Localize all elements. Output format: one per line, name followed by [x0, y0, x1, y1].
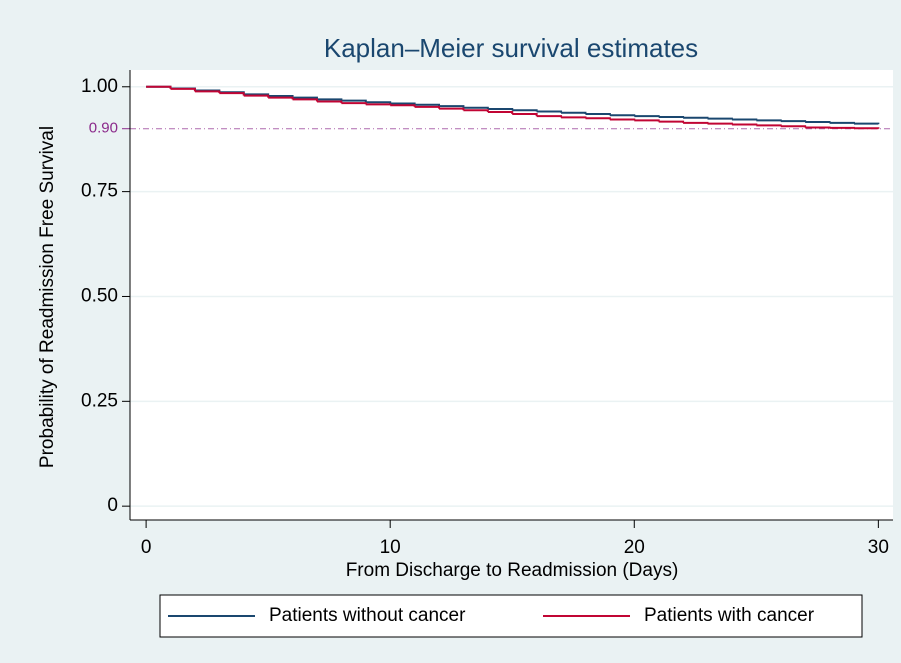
reference-label: 0.90	[89, 120, 118, 137]
x-tick-label: 0	[141, 537, 152, 558]
survival-step	[780, 120, 807, 123]
survival-step	[365, 103, 392, 106]
survival-step	[707, 117, 733, 120]
survival-step	[365, 101, 392, 104]
x-tick-label: 10	[380, 537, 401, 558]
x-axis-title: From Discharge to Readmission (Days)	[346, 560, 679, 581]
survival-step	[731, 123, 758, 126]
y-axis-title: Probability of Readmission Free Survival	[37, 126, 58, 468]
survival-step	[341, 99, 367, 103]
survival-step	[707, 122, 733, 125]
survival-step	[658, 115, 685, 118]
y-tick-label: 1.00	[81, 76, 118, 97]
survival-step	[829, 121, 855, 124]
survival-step	[756, 119, 782, 122]
y-tick-label: 0.50	[81, 285, 118, 306]
legend-label: Patients with cancer	[644, 605, 815, 626]
y-tick-label: 0.75	[81, 181, 118, 202]
x-tick-label: 30	[868, 537, 889, 558]
plot-area	[130, 70, 893, 520]
survival-step	[634, 115, 660, 118]
survival-step	[463, 109, 489, 112]
y-tick-label: 0	[107, 495, 118, 516]
survival-step	[683, 116, 709, 119]
survival-step	[731, 118, 758, 121]
survival-step	[805, 121, 831, 124]
survival-step	[463, 106, 489, 110]
survival-step	[683, 121, 709, 124]
survival-step	[341, 102, 367, 105]
legend-label: Patients without cancer	[269, 605, 466, 626]
survival-step	[487, 110, 514, 115]
survival-step	[390, 104, 416, 107]
survival-step	[487, 108, 514, 111]
survival-step	[634, 119, 660, 122]
survival-step	[243, 94, 270, 98]
y-tick-label: 0.25	[81, 390, 118, 411]
survival-step	[609, 118, 636, 121]
legend-box	[159, 594, 863, 638]
chart-title: Kaplan–Meier survival estimates	[324, 33, 698, 63]
survival-step	[512, 109, 538, 112]
survival-step	[780, 125, 807, 128]
survival-step	[512, 113, 538, 117]
survival-step	[756, 124, 782, 127]
survival-step	[609, 114, 636, 117]
x-tick-label: 20	[624, 537, 645, 558]
survival-step	[219, 92, 245, 96]
survival-step	[561, 116, 587, 119]
